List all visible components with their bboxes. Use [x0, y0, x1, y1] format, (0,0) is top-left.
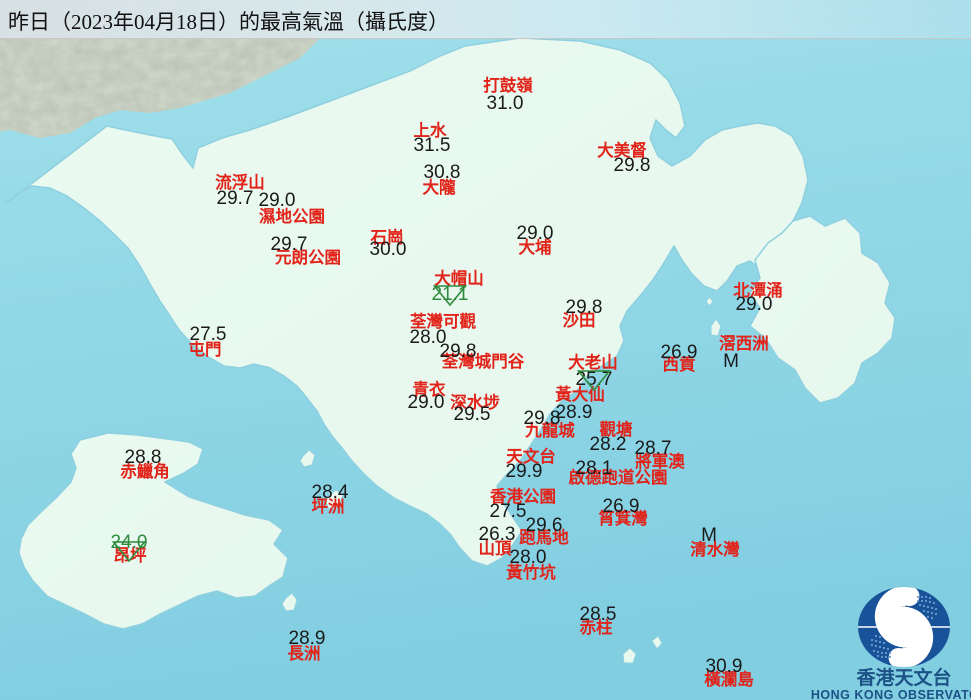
svg-text:28.4: 28.4 — [312, 482, 349, 503]
svg-text:28.9: 28.9 — [289, 628, 326, 649]
svg-text:29.6: 29.6 — [526, 515, 563, 536]
svg-text:30.9: 30.9 — [706, 656, 743, 677]
svg-text:27.5: 27.5 — [490, 501, 527, 522]
svg-text:28.0: 28.0 — [510, 547, 547, 568]
svg-text:29.8: 29.8 — [614, 155, 651, 176]
svg-text:29.9: 29.9 — [506, 461, 543, 482]
svg-text:28.2: 28.2 — [590, 434, 627, 455]
svg-text:29.0: 29.0 — [517, 223, 554, 244]
svg-text:28.5: 28.5 — [580, 604, 617, 625]
svg-text:29.0: 29.0 — [408, 392, 445, 413]
svg-text:31.0: 31.0 — [487, 93, 524, 114]
svg-text:HONG KONG OBSERVATORY: HONG KONG OBSERVATORY — [811, 688, 971, 700]
svg-text:21.1: 21.1 — [432, 284, 469, 305]
svg-text:27.5: 27.5 — [190, 324, 227, 345]
svg-text:26.9: 26.9 — [603, 496, 640, 517]
svg-text:31.5: 31.5 — [414, 135, 451, 156]
svg-text:M: M — [701, 525, 717, 546]
svg-text:29.8: 29.8 — [524, 408, 561, 429]
svg-text:30.0: 30.0 — [370, 239, 407, 260]
svg-text:29.5: 29.5 — [454, 404, 491, 425]
svg-text:29.0: 29.0 — [736, 294, 773, 315]
svg-text:26.3: 26.3 — [479, 524, 516, 545]
svg-text:香港天文台: 香港天文台 — [855, 666, 951, 689]
svg-text:28.8: 28.8 — [125, 447, 162, 468]
svg-text:29.0: 29.0 — [259, 190, 296, 211]
svg-text:M: M — [723, 351, 739, 372]
svg-text:打鼓嶺: 打鼓嶺 — [483, 75, 533, 95]
svg-text:29.7: 29.7 — [271, 234, 308, 255]
svg-text:30.8: 30.8 — [424, 162, 461, 183]
svg-text:28.1: 28.1 — [576, 458, 613, 479]
svg-text:26.9: 26.9 — [661, 342, 698, 363]
svg-text:29.8: 29.8 — [440, 341, 477, 362]
svg-text:29.8: 29.8 — [566, 297, 603, 318]
svg-text:28.7: 28.7 — [635, 438, 672, 459]
svg-text:28.9: 28.9 — [556, 402, 593, 423]
svg-text:29.7: 29.7 — [217, 188, 254, 209]
